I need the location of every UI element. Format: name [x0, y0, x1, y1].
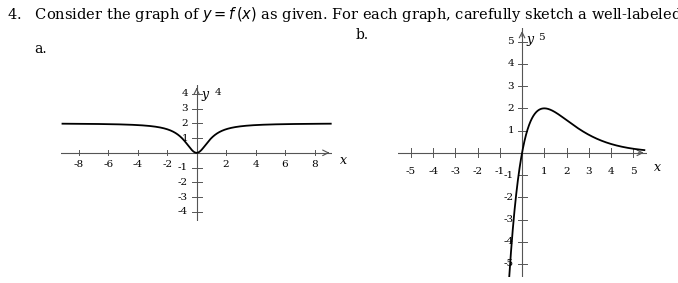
Text: 5: 5 [630, 166, 637, 175]
Text: -2: -2 [162, 160, 172, 169]
Text: 5: 5 [507, 37, 514, 46]
Text: 3: 3 [507, 82, 514, 91]
Text: y: y [201, 88, 209, 101]
Text: -6: -6 [103, 160, 113, 169]
Text: 4.   Consider the graph of $y = f\,(x)$ as given. For each graph, carefully sket: 4. Consider the graph of $y = f\,(x)$ as… [7, 6, 678, 25]
Text: 4: 4 [214, 88, 221, 97]
Text: -3: -3 [178, 192, 188, 201]
Text: 4: 4 [181, 89, 188, 98]
Text: -4: -4 [428, 166, 438, 175]
Text: -8: -8 [74, 160, 84, 169]
Text: 2: 2 [181, 119, 188, 128]
Text: 8: 8 [311, 160, 318, 169]
Text: -4: -4 [133, 160, 143, 169]
Text: -1: -1 [504, 171, 514, 179]
Text: a.: a. [34, 42, 47, 56]
Text: 4: 4 [607, 166, 614, 175]
Text: 5: 5 [538, 33, 545, 42]
Text: 2: 2 [507, 104, 514, 113]
Text: 1: 1 [507, 126, 514, 135]
Text: -2: -2 [504, 193, 514, 202]
Text: 3: 3 [586, 166, 592, 175]
Text: -1: -1 [495, 166, 505, 175]
Text: -1: -1 [178, 163, 188, 172]
Text: -4: -4 [178, 207, 188, 216]
Text: 1: 1 [181, 134, 188, 143]
Text: x: x [340, 155, 347, 168]
Text: 2: 2 [563, 166, 570, 175]
Text: -2: -2 [178, 178, 188, 187]
Text: -4: -4 [504, 237, 514, 246]
Text: 6: 6 [282, 160, 288, 169]
Text: 4: 4 [252, 160, 259, 169]
Text: -5: -5 [406, 166, 416, 175]
Text: 1: 1 [541, 166, 548, 175]
Text: x: x [654, 161, 661, 174]
Text: 4: 4 [507, 59, 514, 68]
Text: y: y [527, 33, 534, 46]
Text: -2: -2 [473, 166, 483, 175]
Text: -3: -3 [450, 166, 460, 175]
Text: 2: 2 [223, 160, 229, 169]
Text: 3: 3 [181, 104, 188, 113]
Text: b.: b. [356, 28, 369, 42]
Text: -3: -3 [504, 215, 514, 224]
Text: -5: -5 [504, 260, 514, 269]
